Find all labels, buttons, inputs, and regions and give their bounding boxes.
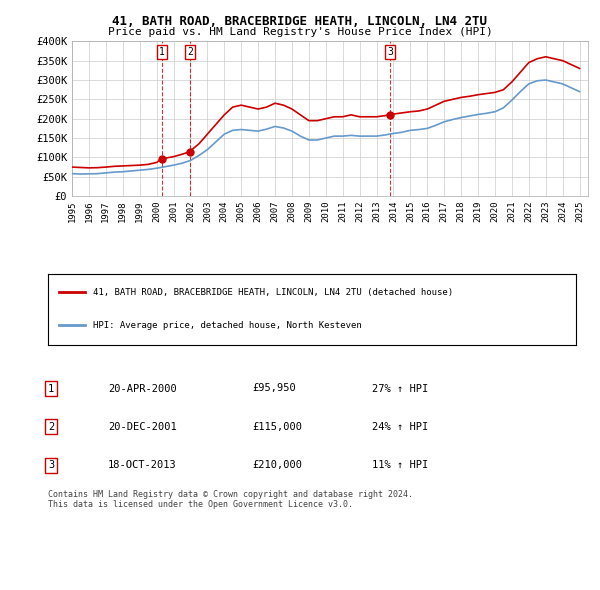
Text: 41, BATH ROAD, BRACEBRIDGE HEATH, LINCOLN, LN4 2TU: 41, BATH ROAD, BRACEBRIDGE HEATH, LINCOL… bbox=[113, 15, 487, 28]
Text: 27% ↑ HPI: 27% ↑ HPI bbox=[372, 384, 428, 394]
Text: 2: 2 bbox=[48, 422, 54, 432]
Text: 2: 2 bbox=[187, 47, 193, 57]
Text: 20-APR-2000: 20-APR-2000 bbox=[108, 384, 177, 394]
Text: HPI: Average price, detached house, North Kesteven: HPI: Average price, detached house, Nort… bbox=[93, 321, 362, 330]
Text: Contains HM Land Registry data © Crown copyright and database right 2024.
This d: Contains HM Land Registry data © Crown c… bbox=[48, 490, 413, 509]
Text: £210,000: £210,000 bbox=[252, 460, 302, 470]
Text: 18-OCT-2013: 18-OCT-2013 bbox=[108, 460, 177, 470]
Text: 3: 3 bbox=[387, 47, 393, 57]
Text: 1: 1 bbox=[48, 384, 54, 394]
Text: Price paid vs. HM Land Registry's House Price Index (HPI): Price paid vs. HM Land Registry's House … bbox=[107, 27, 493, 37]
Text: 41, BATH ROAD, BRACEBRIDGE HEATH, LINCOLN, LN4 2TU (detached house): 41, BATH ROAD, BRACEBRIDGE HEATH, LINCOL… bbox=[93, 287, 453, 297]
Text: 24% ↑ HPI: 24% ↑ HPI bbox=[372, 422, 428, 432]
Text: £95,950: £95,950 bbox=[252, 384, 296, 394]
Text: 11% ↑ HPI: 11% ↑ HPI bbox=[372, 460, 428, 470]
Text: 3: 3 bbox=[48, 460, 54, 470]
Text: 1: 1 bbox=[159, 47, 164, 57]
Text: £115,000: £115,000 bbox=[252, 422, 302, 432]
Text: 20-DEC-2001: 20-DEC-2001 bbox=[108, 422, 177, 432]
